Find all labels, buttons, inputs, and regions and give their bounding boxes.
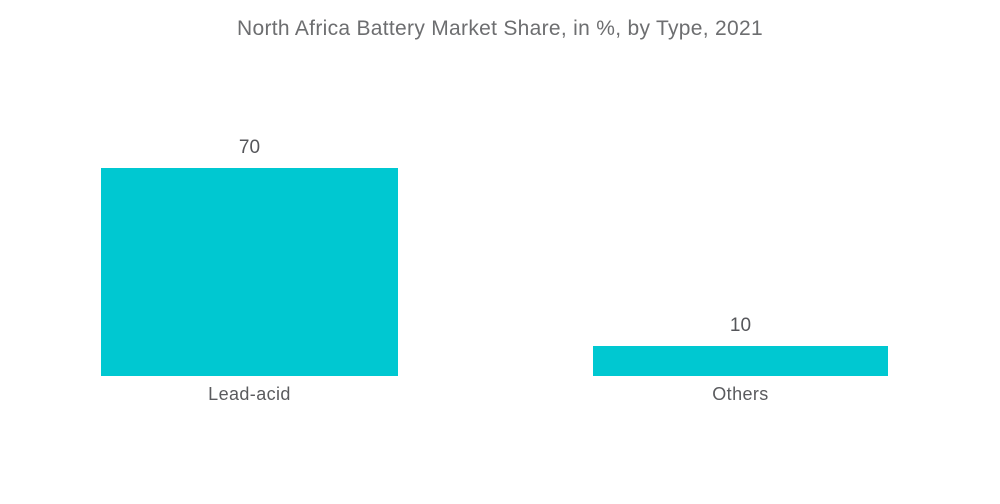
- chart-title: North Africa Battery Market Share, in %,…: [237, 17, 763, 40]
- bar-lead-acid[interactable]: [101, 168, 398, 376]
- value-label-others: 10: [729, 315, 752, 336]
- category-label-lead-acid: Lead-acid: [208, 384, 291, 404]
- bar-group-lead-acid: 70 Lead-acid: [101, 0, 398, 504]
- bar-group-others: 10 Others: [593, 0, 888, 504]
- bar-others[interactable]: [593, 346, 888, 376]
- value-label-lead-acid: 70: [238, 137, 261, 158]
- category-label-others: Others: [712, 384, 769, 404]
